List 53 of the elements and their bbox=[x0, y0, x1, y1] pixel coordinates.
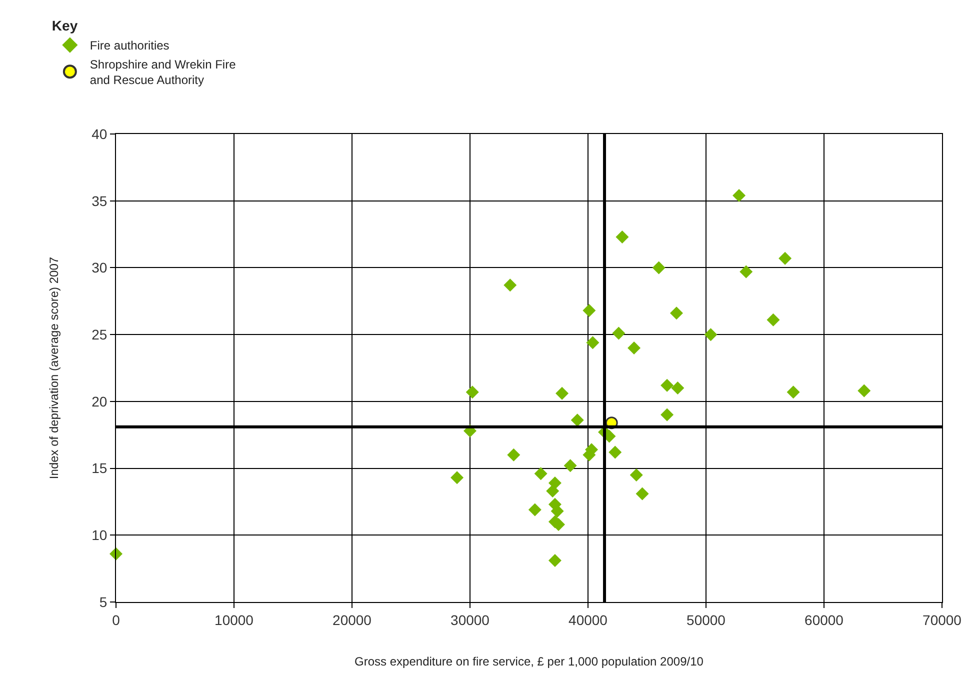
y-tick-label: 20 bbox=[92, 393, 108, 410]
point bbox=[556, 386, 569, 400]
point bbox=[630, 468, 643, 482]
y-tick-label: 40 bbox=[92, 126, 108, 142]
point bbox=[732, 189, 746, 202]
point bbox=[766, 313, 780, 326]
point bbox=[450, 471, 464, 484]
y-tick-label: 10 bbox=[92, 527, 108, 544]
point bbox=[671, 382, 684, 395]
x-tick-label: 0 bbox=[112, 612, 120, 628]
point bbox=[564, 459, 577, 472]
point bbox=[778, 252, 792, 265]
point bbox=[628, 341, 641, 354]
point bbox=[740, 265, 753, 278]
point bbox=[608, 446, 622, 459]
x-tick-label: 70000 bbox=[922, 612, 962, 628]
point bbox=[660, 408, 674, 422]
point bbox=[670, 306, 683, 320]
point bbox=[636, 487, 649, 500]
y-tick-label: 25 bbox=[92, 326, 108, 342]
point bbox=[548, 554, 562, 568]
legend-label: Shropshire and Wrekin Fire and Rescue Authority bbox=[90, 58, 236, 88]
point bbox=[704, 328, 718, 342]
point bbox=[612, 326, 626, 340]
point bbox=[660, 378, 674, 392]
y-tick-label: 30 bbox=[92, 260, 108, 276]
y-tick-label: 15 bbox=[92, 460, 108, 476]
legend-title: Key bbox=[52, 18, 78, 34]
point bbox=[616, 230, 629, 244]
point bbox=[546, 484, 560, 498]
x-tick-label: 50000 bbox=[686, 612, 726, 628]
point bbox=[504, 278, 517, 292]
point bbox=[786, 386, 800, 399]
x-tick-label: 10000 bbox=[214, 612, 254, 628]
y-tick-label: 35 bbox=[92, 192, 108, 209]
x-tick-label: 30000 bbox=[450, 612, 490, 628]
point bbox=[570, 414, 584, 427]
point bbox=[534, 467, 548, 480]
point bbox=[528, 503, 542, 516]
point bbox=[507, 448, 520, 462]
y-axis-title: Index of deprivation (average score) 2007 bbox=[46, 256, 61, 480]
y-tick-label: 5 bbox=[99, 594, 108, 610]
x-tick-label: 20000 bbox=[332, 612, 372, 628]
x-tick-label: 40000 bbox=[568, 612, 608, 628]
x-tick-label: 60000 bbox=[804, 612, 844, 628]
point bbox=[582, 304, 596, 317]
point bbox=[652, 261, 666, 274]
x-axis-title: Gross expenditure on fire service, £ per 1,000 population 2009/10 bbox=[354, 654, 704, 669]
point bbox=[858, 384, 871, 398]
point bbox=[466, 386, 479, 399]
legend-label: Fire authorities bbox=[90, 38, 170, 53]
point bbox=[586, 336, 600, 350]
point bbox=[550, 504, 564, 518]
